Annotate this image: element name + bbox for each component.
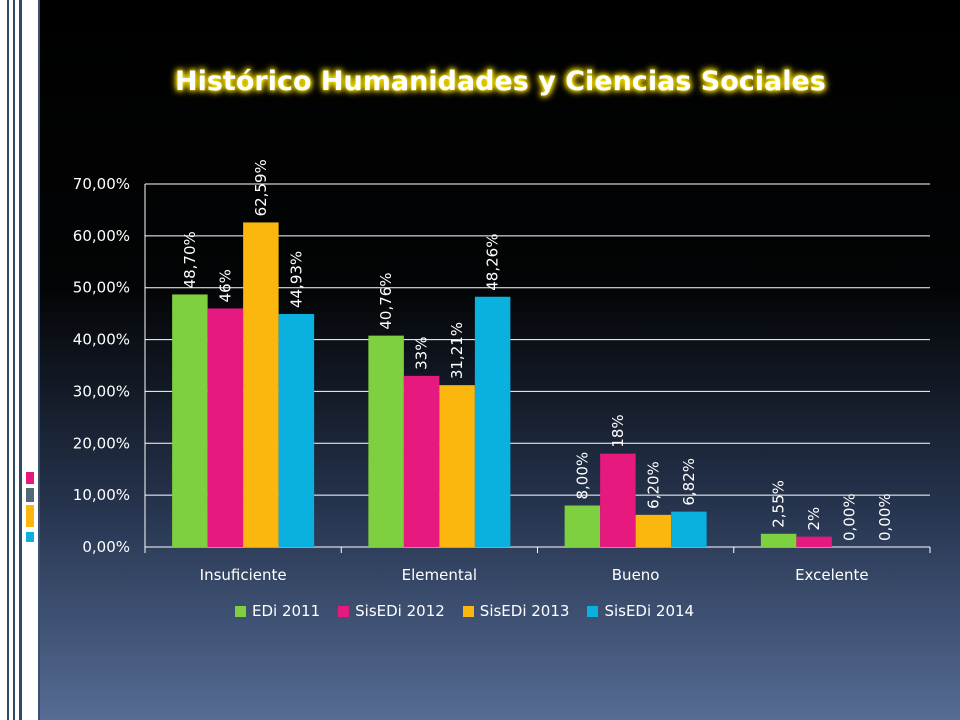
data-label-sisedi-2013-insuficiente: 62,59%	[252, 159, 270, 216]
y-tick-label: 30,00%	[73, 382, 130, 400]
data-label-sisedi-2014-elemental: 48,26%	[484, 234, 502, 291]
y-tick-label: 60,00%	[73, 227, 130, 245]
y-tick-label: 10,00%	[73, 486, 130, 504]
legend-label-edi-2011: EDi 2011	[252, 602, 321, 620]
data-label-edi-2011-insuficiente: 48,70%	[181, 231, 199, 288]
x-tick-label-elemental: Elemental	[402, 566, 477, 584]
bar-sisedi-2013-elemental	[439, 385, 475, 547]
data-label-sisedi-2012-excelente: 2%	[805, 507, 823, 531]
data-label-sisedi-2014-bueno: 6,82%	[680, 458, 698, 506]
legend-label-sisedi-2014: SisEDi 2014	[604, 602, 695, 620]
data-label-sisedi-2012-insuficiente: 46%	[216, 269, 234, 302]
bar-sisedi-2012-bueno	[600, 453, 636, 547]
bar-edi-2011-insuficiente	[172, 294, 208, 547]
data-label-sisedi-2013-elemental: 31,21%	[448, 322, 466, 379]
data-label-edi-2011-excelente: 2,55%	[770, 480, 788, 528]
data-label-sisedi-2014-excelente: 0,00%	[876, 493, 894, 541]
bar-sisedi-2013-bueno	[635, 514, 672, 547]
legend-item-sisedi-2013: SisEDi 2013	[462, 602, 570, 620]
slide-title: Histórico Humanidades y Ciencias Sociale…	[175, 66, 826, 97]
y-tick-label: 0,00%	[82, 538, 130, 556]
y-tick-label: 70,00%	[73, 175, 130, 193]
bar-sisedi-2012-insuficiente	[207, 308, 244, 547]
data-label-sisedi-2014-insuficiente: 44,93%	[287, 251, 305, 308]
data-label-sisedi-2012-bueno: 18%	[609, 414, 627, 447]
legend-item-sisedi-2014: SisEDi 2014	[587, 602, 694, 620]
legend-label-sisedi-2013: SisEDi 2013	[479, 602, 570, 620]
legend-label-sisedi-2012: SisEDi 2012	[355, 602, 445, 620]
legend-swatch-edi-2011	[235, 605, 246, 617]
y-tick-label: 50,00%	[73, 279, 130, 297]
legend-swatch-sisedi-2013	[462, 605, 474, 617]
data-label-edi-2011-elemental: 40,76%	[377, 272, 395, 329]
decorative-bars	[7, 0, 40, 720]
legend-swatch-sisedi-2014	[587, 605, 599, 617]
y-tick-label: 20,00%	[73, 434, 130, 452]
x-tick-label-insuficiente: Insuficiente	[200, 566, 287, 584]
legend-item-sisedi-2012: SisEDi 2012	[338, 602, 445, 620]
bar-chart: 0,00% 10,00% 20,00% 30,00% 40,00% 50,00% 60,00…	[73, 159, 931, 584]
legend-swatch-sisedi-2012	[338, 605, 350, 617]
bar-sisedi-2012-excelente	[796, 536, 832, 547]
bar-edi-2011-bueno	[564, 505, 601, 547]
x-tick-label-bueno: Bueno	[612, 566, 660, 584]
bar-sisedi-2014-elemental	[474, 296, 511, 547]
data-label-sisedi-2012-elemental: 33%	[413, 337, 431, 370]
data-label-sisedi-2013-bueno: 6,20%	[644, 461, 662, 509]
data-label-edi-2011-bueno: 8,00%	[573, 452, 591, 500]
x-tick-label-excelente: Excelente	[795, 566, 869, 584]
bar-sisedi-2014-insuficiente	[278, 314, 315, 547]
legend-item-edi-2011: EDi 2011	[235, 602, 320, 620]
bar-edi-2011-elemental	[368, 335, 404, 547]
bar-sisedi-2014-bueno	[671, 511, 707, 547]
y-tick-label: 40,00%	[73, 331, 130, 349]
bar-sisedi-2012-elemental	[403, 375, 440, 547]
data-label-sisedi-2013-excelente: 0,00%	[841, 493, 859, 541]
bar-sisedi-2013-insuficiente	[243, 222, 279, 547]
chart-legend: EDi 2011 SisEDi 2012 SisEDi 2013 SisEDi …	[235, 602, 694, 620]
bar-edi-2011-excelente	[760, 533, 797, 547]
